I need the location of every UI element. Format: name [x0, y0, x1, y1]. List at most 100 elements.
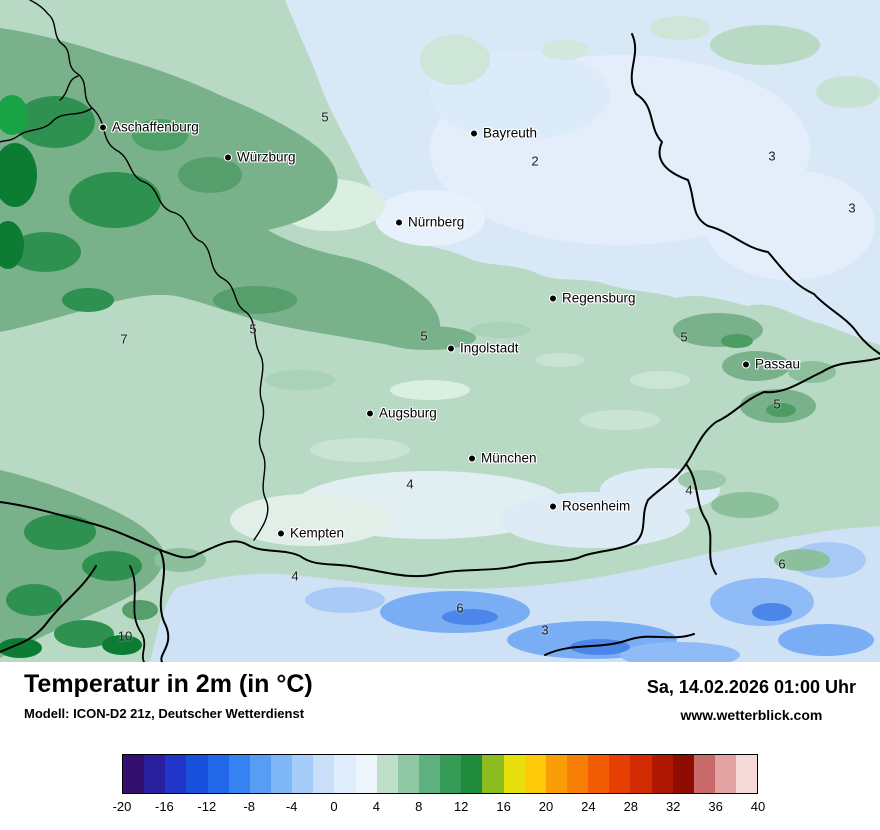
city-label: Würzburg — [237, 149, 296, 165]
map-overlay: Aschaffenburg Würzburg Bayreuth Nürnberg Reg… — [99, 109, 856, 644]
city-marker: München — [468, 451, 537, 466]
city-label: Augsburg — [379, 405, 437, 421]
city-dot-icon — [99, 123, 107, 131]
temperature-value-label: 5 — [420, 328, 428, 344]
city-label: Kempten — [290, 525, 345, 541]
city-marker: Würzburg — [224, 150, 296, 165]
mild-region-shading — [0, 28, 836, 462]
footer-right: Sa, 14.02.2026 01:00 Uhr www.wetterblick… — [647, 670, 856, 723]
legend-tick-labels: -20 -16 -12 -8 -4 0 4 8 12 16 20 24 28 32 36 40 — [113, 799, 766, 819]
city-label: München — [481, 450, 537, 466]
legend-color-segment — [418, 755, 441, 793]
legend-color-segment — [566, 755, 589, 793]
city-marker: Bayreuth — [470, 126, 537, 141]
legend-color-segment — [503, 755, 525, 793]
legend-tick-label: 40 — [750, 799, 766, 814]
legend-tick-label: 20 — [538, 799, 554, 814]
legend-color-segment — [249, 755, 271, 793]
legend-tick-label: 0 — [330, 799, 338, 814]
city-label: Bayreuth — [483, 125, 538, 141]
temperature-value-label: 6 — [456, 600, 464, 616]
legend-color-segment — [461, 755, 483, 793]
city-marker: Augsburg — [366, 406, 437, 421]
legend-tick-label: 36 — [708, 799, 723, 814]
city-label: Rosenheim — [562, 498, 631, 514]
temperature-value-label: 6 — [778, 556, 786, 572]
legend-color-segment — [651, 755, 673, 793]
legend-color-segment — [524, 755, 546, 793]
valley-pale-shading — [230, 468, 720, 548]
legend-color-segment — [693, 755, 715, 793]
city-marker: Kempten — [277, 526, 344, 541]
temperature-value-label: 5 — [321, 109, 329, 125]
city-marker: Aschaffenburg — [99, 120, 199, 135]
legend-color-segment — [736, 755, 758, 793]
country-borders — [0, 0, 880, 662]
legend-color-segment — [397, 755, 419, 793]
temperature-value-label: 5 — [249, 321, 257, 337]
legend-color-segment — [588, 755, 610, 793]
temperature-value-label: 3 — [541, 622, 549, 638]
city-marker: Passau — [742, 357, 800, 372]
legend-color-segment — [165, 755, 187, 793]
legend-color-segment — [714, 755, 737, 793]
city-dot-icon — [470, 129, 478, 137]
legend-color-segment — [630, 755, 652, 793]
model-info: Modell: ICON-D2 21z, Deutscher Wetterdie… — [24, 705, 305, 721]
city-label: Regensburg — [562, 290, 636, 306]
city-marker: Rosenheim — [549, 499, 630, 514]
city-marker: Ingolstadt — [447, 341, 519, 356]
legend-color-segment — [313, 755, 335, 793]
legend-tick-label: 16 — [496, 799, 511, 814]
city-label: Aschaffenburg — [112, 119, 199, 135]
website-link[interactable]: www.wetterblick.com — [680, 707, 823, 723]
forecast-datetime: Sa, 14.02.2026 01:00 Uhr — [646, 677, 856, 697]
legend-tick-label: 32 — [665, 799, 681, 814]
legend-tick-label: -16 — [154, 799, 174, 814]
legend-tick-label: 8 — [415, 799, 423, 814]
legend-color-segment — [672, 755, 694, 793]
temperature-value-label: 10 — [117, 628, 133, 644]
city-dot-icon — [447, 344, 455, 352]
legend-color-segment — [123, 755, 145, 793]
legend-color-segment — [482, 755, 504, 793]
legend-tick-label: -8 — [243, 799, 255, 814]
legend-color-segment — [609, 755, 631, 793]
footer: Temperatur in 2m (in °C) Modell: ICON-D2… — [0, 662, 880, 748]
city-dot-icon — [277, 529, 285, 537]
city-dot-icon — [395, 218, 403, 226]
legend-tick-label: 24 — [581, 799, 596, 814]
city-dot-icon — [549, 294, 557, 302]
page-title: Temperatur in 2m (in °C) — [24, 670, 313, 698]
legend-tick-label: 4 — [372, 799, 381, 814]
legend-color-segment — [144, 755, 166, 793]
temperature-value-label: 5 — [773, 396, 781, 412]
city-label: Ingolstadt — [460, 340, 519, 356]
footer-left: Temperatur in 2m (in °C) Modell: ICON-D2… — [24, 670, 313, 721]
legend-color-segment — [355, 755, 377, 793]
legend-tick-label: 12 — [453, 799, 469, 814]
legend-color-segment — [440, 755, 462, 793]
city-dot-icon — [366, 409, 374, 417]
legend-color-segment — [334, 755, 356, 793]
legend-tick-label: -12 — [197, 799, 217, 814]
temperature-value-label: 5 — [680, 329, 688, 345]
temperature-value-label: 4 — [406, 476, 414, 492]
legend-color-segment — [228, 755, 250, 793]
city-dot-icon — [468, 454, 476, 462]
legend-color-segment — [207, 755, 229, 793]
temperature-value-label: 2 — [531, 153, 539, 169]
legend-color-segment — [270, 755, 293, 793]
legend-color-segment — [186, 755, 208, 793]
legend-color-bar — [122, 754, 758, 794]
map-graphic — [0, 0, 880, 662]
alpine-region-shading — [0, 470, 880, 662]
legend-color-segment — [292, 755, 314, 793]
temperature-value-label: 7 — [120, 331, 128, 347]
city-dot-icon — [549, 502, 557, 510]
legend-color-segment — [376, 755, 398, 793]
city-label: Passau — [755, 356, 801, 372]
legend-tick-label: 28 — [623, 799, 639, 814]
city-dot-icon — [742, 360, 750, 368]
